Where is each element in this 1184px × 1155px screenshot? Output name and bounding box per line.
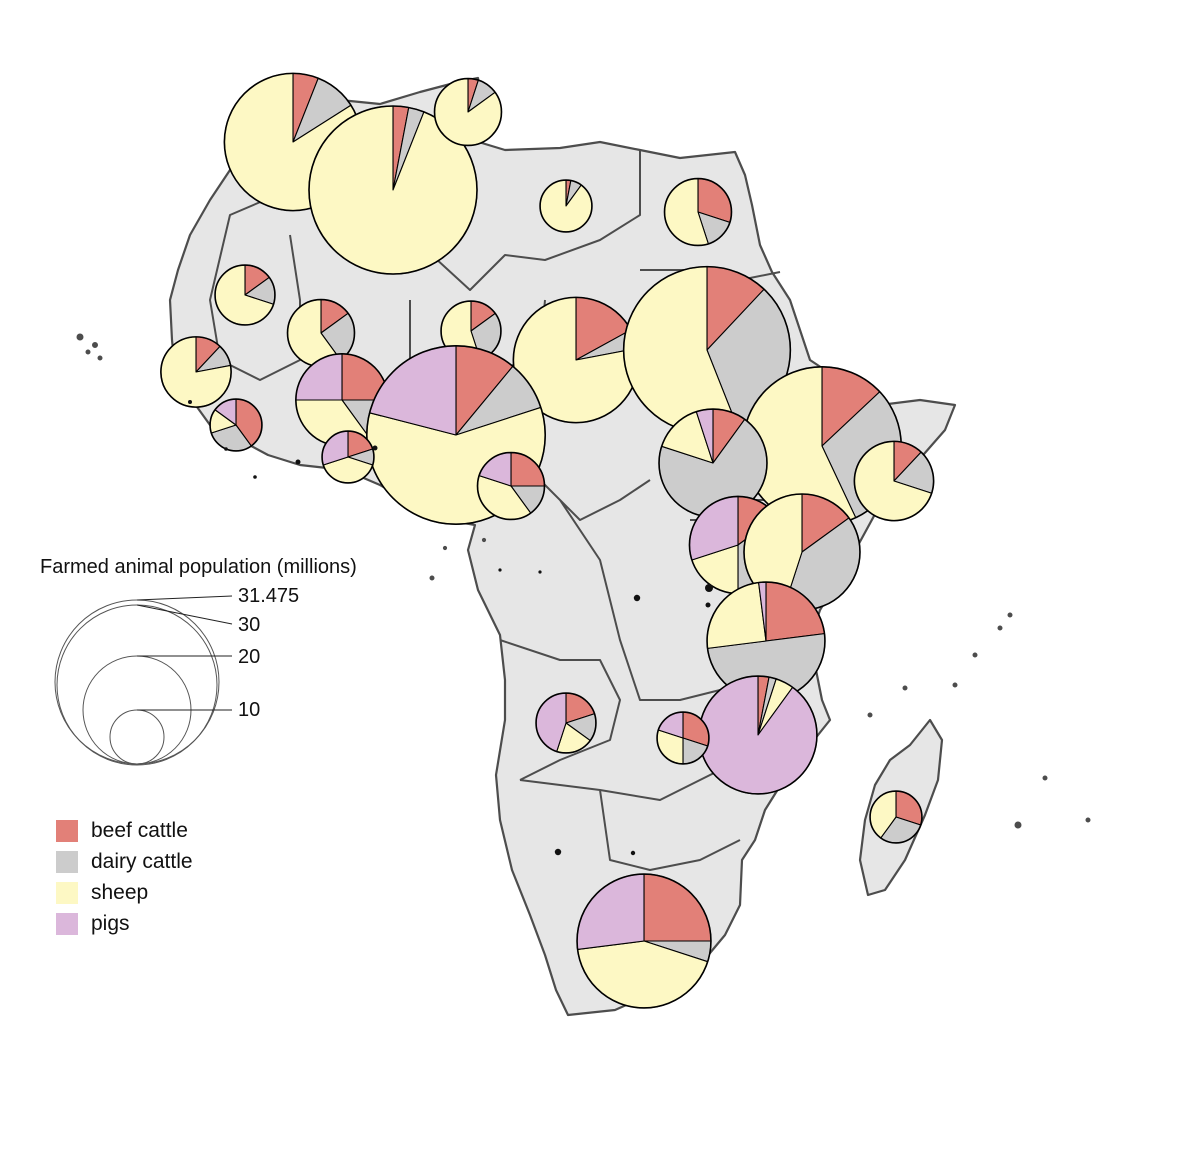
legend-title: Farmed animal population (millions) [40, 556, 357, 578]
pie-south-africa [576, 873, 712, 1009]
size-leader-30 [136, 604, 233, 625]
legend-item-sheep: sheep [56, 881, 148, 905]
size-label-30: 30 [238, 614, 261, 636]
pie-libya [539, 179, 593, 233]
size-label-31475: 31.475 [238, 585, 300, 607]
country-pies [160, 72, 935, 1009]
legend-label-beef-cattle: beef cattle [91, 819, 188, 842]
pie-guinea [209, 398, 263, 452]
sheep-swatch [56, 882, 78, 904]
small-country-dots [188, 400, 713, 856]
beef-cattle-swatch [56, 820, 78, 842]
legend-label-dairy-cattle: dairy cattle [91, 850, 193, 873]
size-circle-10 [109, 709, 165, 765]
size-label-10: 10 [238, 699, 261, 721]
pie-egypt [663, 177, 733, 247]
offshore-islands [76, 333, 1091, 829]
size-leader-31 [136, 595, 233, 601]
dairy-cattle-swatch [56, 851, 78, 873]
legend-item-beef-cattle: beef cattle [56, 819, 188, 843]
pie-algeria [308, 105, 478, 275]
pie-ghana [321, 430, 375, 484]
legend-item-pigs: pigs [56, 912, 130, 936]
pie-madagascar [869, 790, 923, 844]
size-circle-30 [56, 604, 218, 766]
pie-angola [535, 692, 597, 754]
pie-zambia [656, 711, 710, 765]
size-legend-circles [54, 595, 233, 766]
pie-mauritania [214, 264, 276, 326]
pie-cameroon [476, 451, 546, 521]
size-label-20: 20 [238, 646, 261, 668]
legend-label-sheep: sheep [91, 881, 149, 904]
pie-tunisia [433, 77, 503, 147]
legend-item-dairy-cattle: dairy cattle [56, 850, 193, 874]
pie-senegal [160, 336, 232, 408]
pigs-swatch [56, 913, 78, 935]
legend-label-pigs: pigs [91, 912, 130, 935]
pie-nigeria [365, 344, 547, 526]
pie-somalia [853, 440, 935, 522]
size-circle-31 [54, 599, 220, 765]
